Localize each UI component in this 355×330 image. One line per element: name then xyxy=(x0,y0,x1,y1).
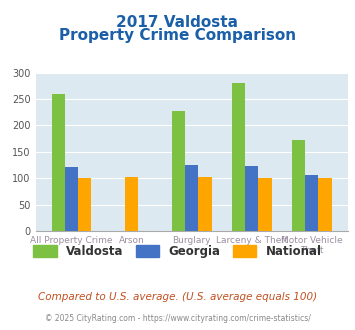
Bar xyxy=(258,178,272,231)
Bar xyxy=(232,82,245,231)
Bar xyxy=(245,166,258,231)
Text: Property Crime Comparison: Property Crime Comparison xyxy=(59,28,296,43)
Bar xyxy=(305,175,318,231)
Bar xyxy=(185,165,198,231)
Text: Compared to U.S. average. (U.S. average equals 100): Compared to U.S. average. (U.S. average … xyxy=(38,292,317,302)
Bar xyxy=(292,140,305,231)
Bar xyxy=(78,178,91,231)
Text: 2017 Valdosta: 2017 Valdosta xyxy=(116,15,239,30)
Bar xyxy=(198,177,212,231)
Bar xyxy=(125,177,138,231)
Bar xyxy=(172,111,185,231)
Bar xyxy=(318,178,332,231)
Bar xyxy=(65,167,78,231)
Legend: Valdosta, Georgia, National: Valdosta, Georgia, National xyxy=(29,241,326,263)
Bar xyxy=(52,94,65,231)
Text: © 2025 CityRating.com - https://www.cityrating.com/crime-statistics/: © 2025 CityRating.com - https://www.city… xyxy=(45,314,310,323)
